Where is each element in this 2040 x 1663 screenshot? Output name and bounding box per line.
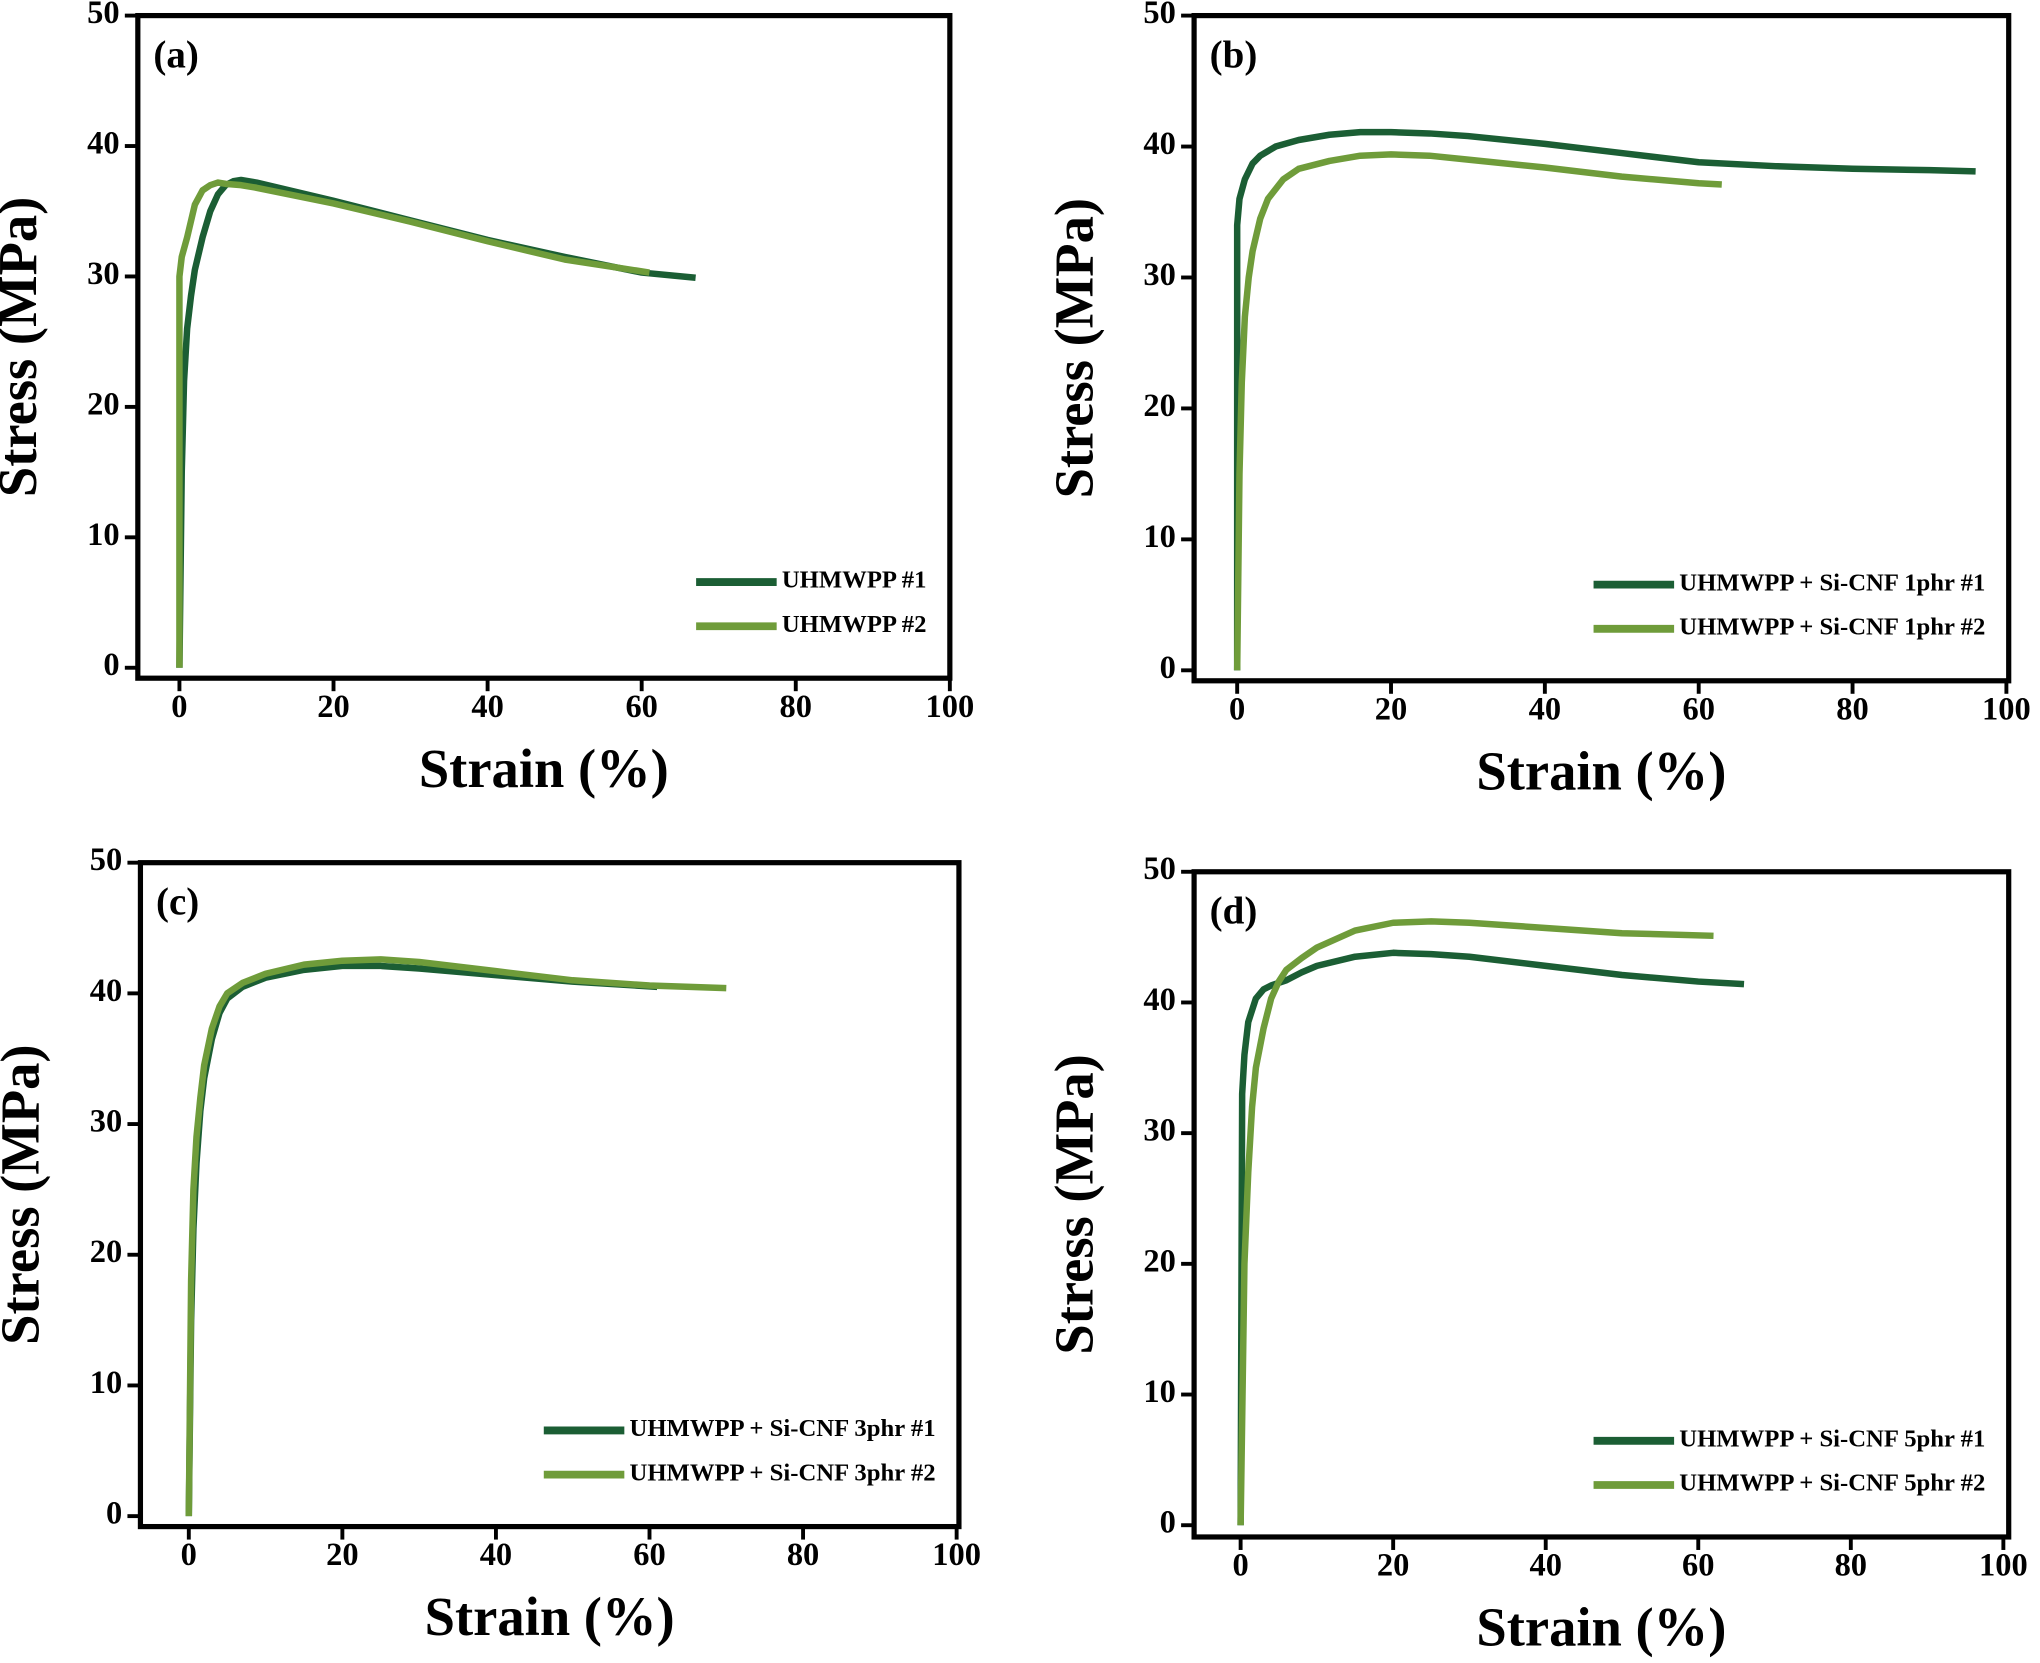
- legend-label: UHMWPP #1: [782, 567, 927, 594]
- x-tick-label: 0: [1229, 691, 1245, 727]
- y-tick-label: 50: [90, 842, 122, 878]
- data-line: [185, 956, 727, 1517]
- x-tick-label: 20: [317, 689, 349, 725]
- panel-label: (d): [1210, 890, 1258, 933]
- y-axis-label: Stress (MPa): [0, 197, 48, 497]
- data-line: [1237, 918, 1714, 1526]
- x-tick-label: 20: [326, 1537, 358, 1573]
- y-tick-label: 40: [87, 125, 119, 161]
- y-tick-label: 40: [1143, 982, 1175, 1018]
- panel: 0 20 40 60 80 100 0 10 20 30 40 50 (d) Strain (%) Stre…: [1043, 851, 2027, 1657]
- data-line: [176, 176, 696, 668]
- plot-frame: [135, 12, 953, 681]
- panel: 0 20 40 60 80 100 0 10 20 30 40 50 (b) Strain (%) Stre…: [1043, 0, 2030, 801]
- x-axis-label: Strain (%): [1476, 740, 1726, 801]
- legend-label: UHMWPP + Si-CNF 1phr #2: [1679, 613, 1985, 640]
- x-tick-label: 0: [171, 689, 187, 725]
- x-tick-label: 0: [1233, 1548, 1249, 1584]
- y-tick-label: 0: [1160, 650, 1176, 686]
- x-tick-label: 40: [471, 689, 503, 725]
- x-tick-label: 20: [1375, 691, 1407, 727]
- legend-label: UHMWPP #2: [782, 611, 927, 638]
- y-tick-label: 30: [90, 1104, 122, 1140]
- x-tick-label: 40: [480, 1537, 512, 1573]
- x-tick-label: 100: [932, 1537, 981, 1573]
- panel: 0 20 40 60 80 100 0 10 20 30 40 50 (a) Strain (%) Stre…: [0, 0, 974, 799]
- y-tick-label: 20: [87, 386, 119, 422]
- legend-label: UHMWPP + Si-CNF 1phr #1: [1679, 569, 1985, 596]
- y-axis-label: Stress (MPa): [1043, 198, 1104, 498]
- y-tick-label: 10: [87, 517, 119, 553]
- y-tick-label: 50: [1143, 0, 1175, 31]
- plot-frame: [137, 860, 962, 1530]
- x-tick-label: 60: [1682, 1548, 1714, 1584]
- legend-label: UHMWPP + Si-CNF 5phr #1: [1679, 1425, 1985, 1452]
- y-tick-label: 50: [1143, 851, 1175, 887]
- y-axis-label: Stress (MPa): [0, 1044, 51, 1344]
- x-tick-label: 100: [1979, 1548, 2028, 1584]
- y-tick-label: 40: [1143, 126, 1175, 162]
- y-tick-label: 0: [1160, 1505, 1176, 1541]
- x-tick-label: 60: [1682, 691, 1714, 727]
- x-tick-label: 80: [787, 1537, 819, 1573]
- x-axis-label: Strain (%): [419, 738, 669, 799]
- panel-label: (b): [1210, 33, 1258, 76]
- x-tick-label: 100: [925, 689, 974, 725]
- x-tick-label: 80: [1836, 691, 1868, 727]
- y-tick-label: 20: [90, 1234, 122, 1270]
- data-line: [1237, 949, 1745, 1526]
- data-line: [1233, 151, 1722, 671]
- y-tick-label: 20: [1143, 388, 1175, 424]
- y-axis-label: Stress (MPa): [1043, 1054, 1104, 1354]
- x-tick-label: 100: [1982, 691, 2031, 727]
- y-tick-label: 0: [106, 1496, 122, 1532]
- panel-label: (a): [153, 33, 198, 76]
- x-tick-label: 80: [780, 689, 812, 725]
- y-tick-label: 10: [90, 1365, 122, 1401]
- y-tick-label: 30: [1143, 257, 1175, 293]
- x-axis-label: Strain (%): [1476, 1597, 1726, 1658]
- x-tick-label: 0: [181, 1537, 197, 1573]
- y-tick-label: 10: [1143, 519, 1175, 555]
- plot-frame: [1191, 12, 2012, 684]
- x-tick-label: 40: [1529, 1548, 1561, 1584]
- data-line: [176, 179, 650, 668]
- x-tick-label: 60: [625, 689, 657, 725]
- panel-label: (c): [156, 880, 199, 923]
- x-tick-label: 80: [1835, 1548, 1867, 1584]
- data-line: [1233, 128, 1976, 671]
- plot-frame: [1191, 869, 2012, 1540]
- legend-label: UHMWPP + Si-CNF 5phr #2: [1679, 1470, 1985, 1497]
- legend-label: UHMWPP + Si-CNF 3phr #1: [630, 1415, 936, 1442]
- x-axis-label: Strain (%): [425, 1586, 675, 1647]
- x-tick-label: 40: [1529, 691, 1561, 727]
- y-tick-label: 40: [90, 973, 122, 1009]
- y-tick-label: 20: [1143, 1243, 1175, 1279]
- y-tick-label: 30: [1143, 1113, 1175, 1149]
- y-tick-label: 10: [1143, 1374, 1175, 1410]
- y-tick-label: 30: [87, 256, 119, 292]
- y-tick-label: 50: [87, 0, 119, 31]
- x-tick-label: 20: [1377, 1548, 1409, 1584]
- x-tick-label: 60: [633, 1537, 665, 1573]
- legend-label: UHMWPP + Si-CNF 3phr #2: [630, 1459, 936, 1486]
- panel: 0 20 40 60 80 100 0 10 20 30 40 50 (c) Strain (%) Stre…: [0, 842, 981, 1647]
- y-tick-label: 0: [103, 647, 119, 683]
